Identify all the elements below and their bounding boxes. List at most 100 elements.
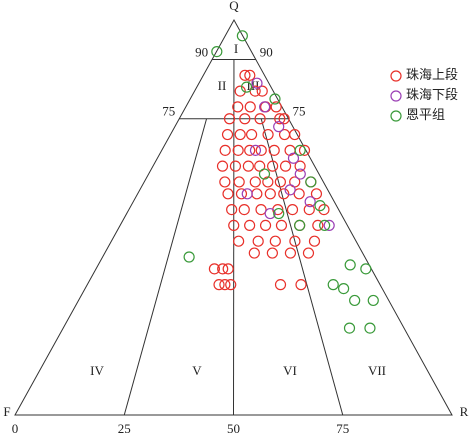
point	[308, 235, 321, 247]
point	[217, 263, 229, 275]
point	[269, 235, 281, 247]
point	[255, 144, 267, 156]
point	[254, 160, 266, 172]
point	[236, 30, 248, 42]
point	[232, 101, 244, 113]
point	[219, 176, 231, 188]
point	[278, 113, 290, 125]
q-tick-label: 75	[162, 104, 175, 119]
point	[273, 207, 285, 220]
point	[278, 188, 290, 200]
point	[233, 235, 245, 247]
point	[319, 219, 331, 231]
point	[266, 247, 278, 259]
point	[239, 69, 251, 81]
point	[213, 279, 225, 291]
point	[216, 160, 229, 172]
point	[284, 247, 297, 259]
point	[232, 144, 244, 156]
point	[274, 176, 286, 188]
point	[229, 160, 242, 172]
field-label: IV	[90, 363, 104, 378]
q-tick-label: 90	[195, 44, 208, 59]
x-tick-label: 25	[118, 421, 131, 436]
point	[258, 168, 271, 180]
point	[268, 144, 280, 156]
point	[235, 188, 248, 200]
point	[367, 294, 379, 307]
point	[294, 144, 306, 156]
point	[318, 204, 330, 216]
point	[289, 235, 301, 247]
point	[245, 128, 258, 141]
point	[234, 85, 246, 97]
point	[251, 188, 263, 200]
point	[344, 259, 356, 271]
q-tick-label: 75	[293, 104, 306, 119]
point	[242, 160, 254, 172]
point	[226, 204, 238, 216]
legend-label: 珠海下段	[406, 87, 458, 102]
point	[273, 121, 285, 133]
point	[314, 200, 326, 212]
point	[284, 184, 296, 196]
point	[327, 279, 339, 291]
point	[211, 45, 223, 58]
point	[249, 144, 262, 156]
field-label: VI	[283, 363, 297, 378]
point	[262, 128, 274, 141]
point	[233, 176, 245, 188]
point	[255, 204, 267, 216]
point	[244, 101, 256, 113]
x-tick-label: 75	[336, 421, 349, 436]
point	[264, 207, 276, 220]
point	[298, 144, 311, 156]
point	[208, 263, 221, 275]
point	[222, 263, 234, 275]
point	[343, 322, 356, 334]
point	[275, 219, 288, 231]
point	[252, 235, 264, 247]
field-label: VII	[368, 363, 386, 378]
point	[303, 204, 315, 216]
point	[294, 160, 306, 172]
point	[289, 128, 301, 141]
point	[312, 219, 324, 231]
point	[239, 113, 251, 125]
legend-marker	[390, 90, 402, 102]
point	[223, 113, 236, 125]
point	[249, 176, 261, 188]
x-tick-label: 50	[227, 421, 240, 436]
point	[294, 168, 306, 180]
point	[259, 101, 271, 113]
field-label: I	[234, 41, 238, 56]
point	[304, 196, 316, 208]
apex-label-f: F	[3, 404, 10, 419]
point	[228, 219, 240, 231]
ratio-line	[123, 118, 208, 416]
point	[238, 204, 250, 216]
point	[219, 279, 231, 291]
legend-marker	[390, 70, 402, 82]
point	[293, 188, 305, 200]
point	[259, 219, 272, 231]
apex-label-q: Q	[229, 0, 239, 13]
q-tick-label: 90	[260, 44, 273, 59]
point	[225, 279, 237, 291]
x-tick-label: 0	[12, 421, 19, 436]
point	[274, 279, 287, 291]
point	[267, 160, 279, 172]
point	[323, 219, 335, 231]
point	[287, 152, 300, 164]
point	[338, 283, 350, 295]
point	[251, 77, 263, 89]
point	[248, 247, 260, 259]
point	[219, 144, 231, 156]
point	[270, 101, 282, 113]
field-label: II	[218, 78, 227, 93]
point	[234, 128, 246, 141]
point	[360, 263, 372, 275]
legend-label: 珠海上段	[406, 67, 458, 82]
point	[294, 219, 306, 231]
